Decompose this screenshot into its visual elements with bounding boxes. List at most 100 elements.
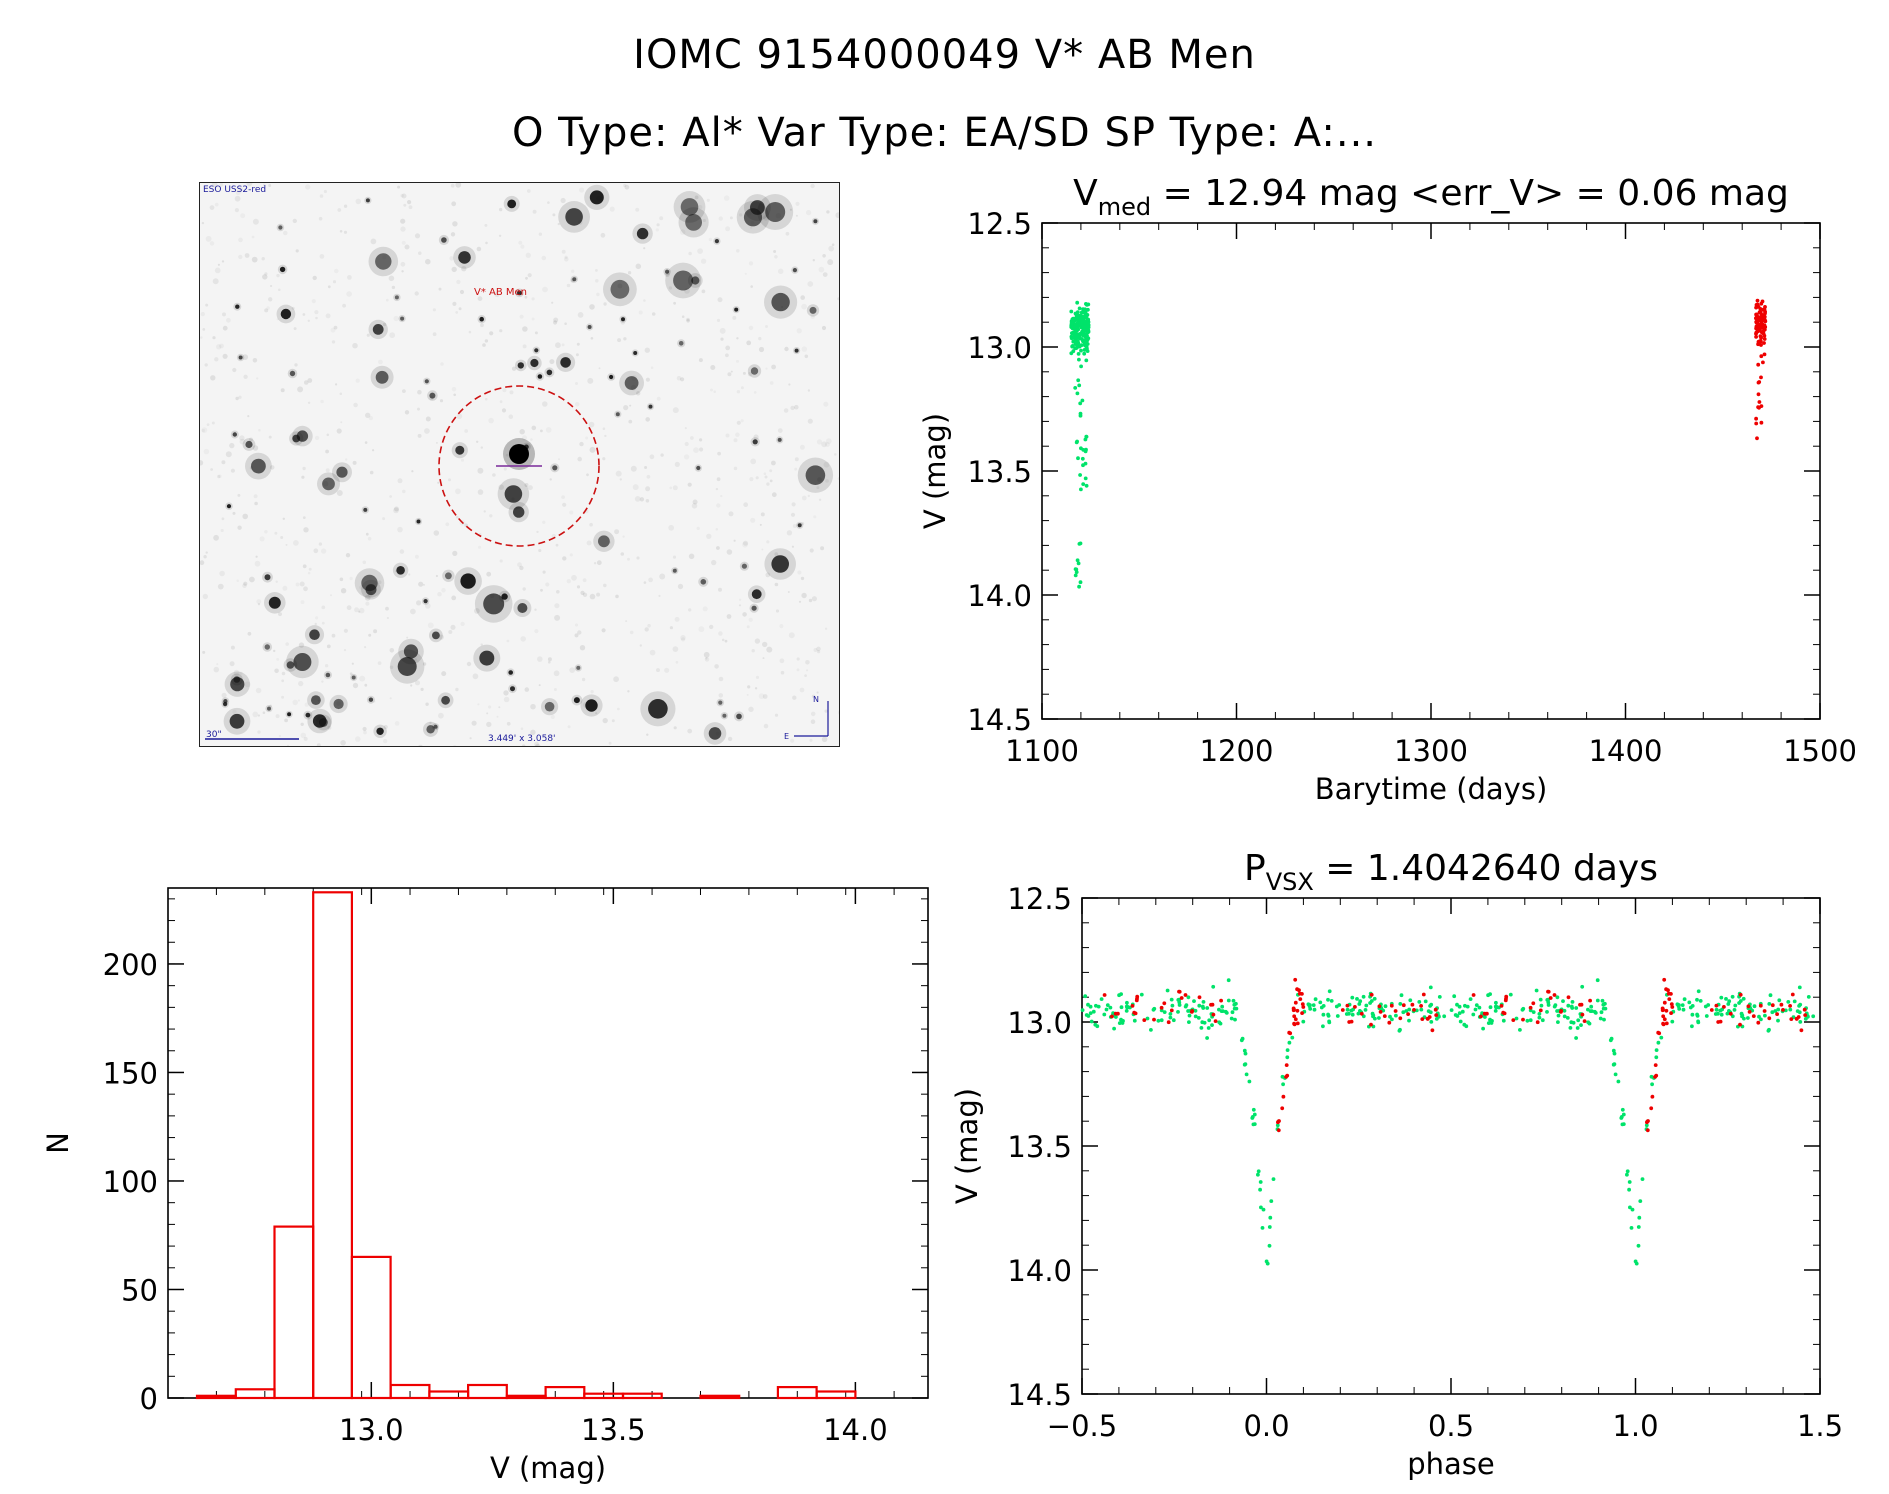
phased-point-green xyxy=(1562,1008,1567,1013)
finder-star xyxy=(560,357,571,368)
finder-noise xyxy=(477,296,483,301)
finder-noise xyxy=(274,531,278,535)
phased-point-green xyxy=(1457,1004,1462,1009)
phased-point-red xyxy=(1790,992,1795,997)
finder-noise xyxy=(382,322,387,327)
finder-noise xyxy=(765,572,771,578)
phased-point-green xyxy=(1690,1012,1695,1017)
phased-point-green xyxy=(1486,1021,1491,1025)
finder-noise xyxy=(617,707,620,711)
lightcurve-xtick-label: 1100 xyxy=(1005,734,1079,768)
phased-point-green xyxy=(1525,1018,1530,1023)
lightcurve-point-green xyxy=(1084,358,1089,363)
phased-point-green xyxy=(1612,1051,1617,1056)
phased-point-red xyxy=(1538,1008,1543,1013)
finder-noise xyxy=(564,255,568,259)
phased-point-green xyxy=(1313,997,1318,1002)
lightcurve-point-red xyxy=(1762,317,1767,322)
finder-noise xyxy=(602,457,606,461)
phased-point-red xyxy=(1134,998,1139,1003)
finder-star xyxy=(777,437,782,442)
phased-point-green xyxy=(1650,1082,1654,1087)
finder-noise xyxy=(673,301,676,305)
phased-point-green xyxy=(1327,1019,1331,1024)
finder-noise xyxy=(807,418,813,424)
phased-point-green xyxy=(1455,1002,1459,1007)
finder-noise xyxy=(823,461,830,468)
finder-noise xyxy=(305,184,311,190)
lightcurve-point-red xyxy=(1754,320,1759,325)
finder-noise xyxy=(644,627,649,632)
phased-point-green xyxy=(1335,1014,1340,1018)
phased-point-red xyxy=(1412,1008,1416,1012)
finder-noise xyxy=(766,646,773,653)
finder-star xyxy=(734,307,739,312)
finder-noise xyxy=(520,727,524,730)
phased-point-green xyxy=(1798,1020,1803,1024)
finder-noise xyxy=(403,203,407,207)
phased-point-green xyxy=(1388,1014,1392,1019)
finder-noise xyxy=(368,633,372,637)
finder-noise xyxy=(509,390,514,395)
finder-noise xyxy=(397,185,401,189)
finder-noise xyxy=(762,694,768,699)
finder-noise xyxy=(646,733,649,736)
finder-noise xyxy=(472,673,479,680)
phased-point-red xyxy=(1728,1011,1733,1016)
finder-noise xyxy=(582,592,588,597)
finder-noise xyxy=(298,642,305,648)
finder-star xyxy=(678,341,684,346)
phased-point-red xyxy=(1548,996,1553,1000)
phased-point-green xyxy=(1337,1003,1342,1007)
phased-point-green xyxy=(1265,1261,1270,1266)
finder-star xyxy=(771,555,789,573)
finder-noise xyxy=(719,327,726,334)
finder-noise xyxy=(303,527,309,533)
finder-noise xyxy=(372,449,375,452)
finder-noise xyxy=(774,255,778,259)
phased-point-red xyxy=(1662,1000,1667,1005)
finder-noise xyxy=(257,603,261,606)
phased-point-red xyxy=(1116,1011,1120,1016)
finder-noise xyxy=(588,421,595,428)
finder-noise xyxy=(340,588,347,594)
phased-point-green xyxy=(1576,1018,1581,1023)
finder-noise xyxy=(746,693,749,696)
finder-star xyxy=(372,324,384,335)
phased-point-green xyxy=(1377,1016,1381,1020)
phased-point-green xyxy=(1132,1018,1137,1023)
finder-noise xyxy=(788,632,795,639)
finder-noise xyxy=(449,256,454,261)
finder-noise xyxy=(777,268,784,275)
finder-noise xyxy=(389,495,392,498)
finder-star xyxy=(429,392,436,399)
finder-star xyxy=(743,208,763,227)
finder-noise xyxy=(432,332,437,337)
finder-noise xyxy=(821,325,827,331)
phased-point-red xyxy=(1183,993,1188,997)
finder-noise xyxy=(315,316,318,320)
phased-point-red xyxy=(1353,1005,1357,1009)
lightcurve-point-red xyxy=(1762,337,1767,341)
finder-noise xyxy=(789,208,793,211)
phased-point-green xyxy=(1555,995,1560,1000)
finder-noise xyxy=(702,218,706,223)
finder-noise xyxy=(813,648,818,652)
phased-point-green xyxy=(1240,1036,1245,1041)
phased-point-green xyxy=(1429,1020,1434,1024)
phased-point-green xyxy=(1625,1169,1630,1174)
phased-point-green xyxy=(1601,1002,1606,1007)
finder-noise xyxy=(798,600,802,603)
finder-noise xyxy=(664,667,670,673)
finder-noise xyxy=(596,560,602,566)
finder-noise xyxy=(202,593,208,600)
finder-noise xyxy=(225,451,232,458)
phased-point-green xyxy=(1619,1116,1624,1120)
lightcurve-point-green xyxy=(1069,309,1074,314)
finder-noise xyxy=(221,517,225,521)
finder-star xyxy=(585,699,598,712)
finder-star xyxy=(396,566,405,575)
histogram-bar xyxy=(467,1383,508,1400)
lightcurve-point-green xyxy=(1071,331,1076,335)
phased-point-green xyxy=(1595,998,1600,1003)
